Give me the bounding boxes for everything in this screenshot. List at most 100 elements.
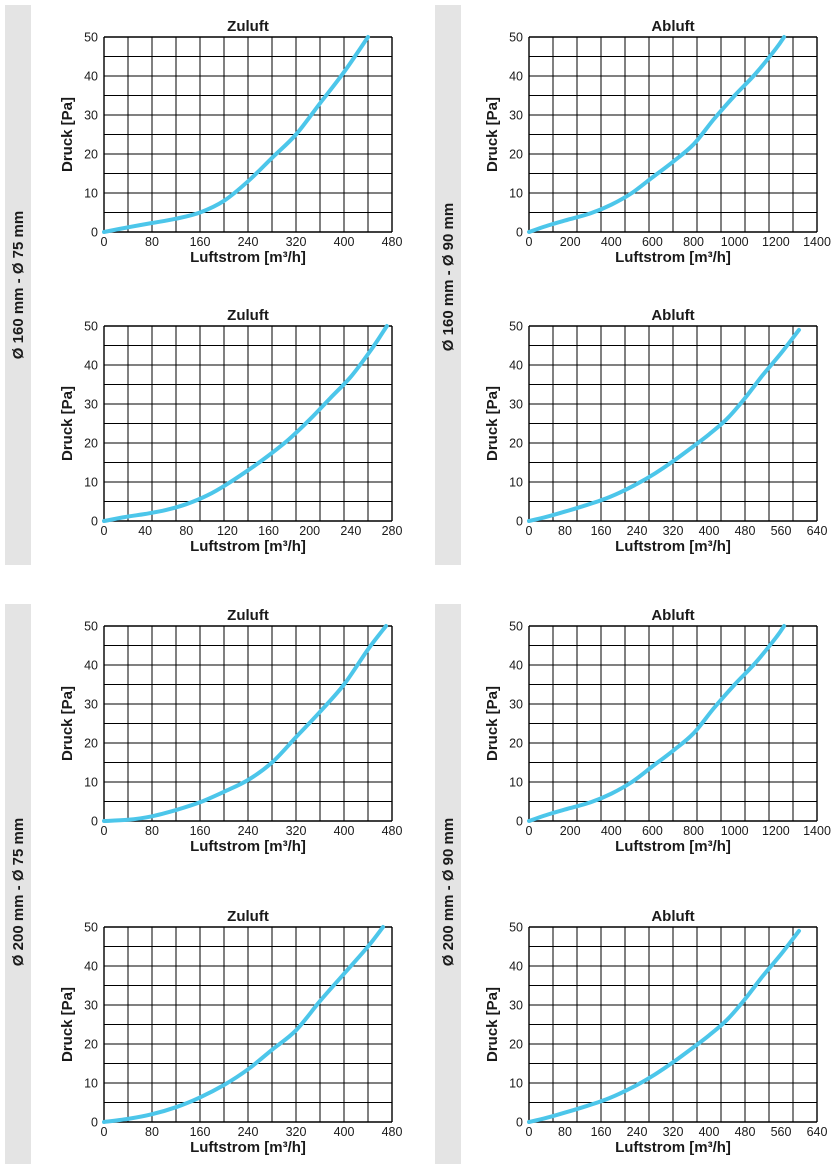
chart-4-xtick-label: 560	[771, 524, 792, 538]
chart-8-ytick-label: 30	[509, 999, 523, 1013]
chart-3-xtick-label: 80	[179, 524, 193, 538]
chart-5-ytick-label: 20	[84, 737, 98, 751]
chart-5-xtick-label: 160	[190, 824, 211, 838]
sidebar-left-bottom-svg: Ø 200 mm - Ø 75 mm	[10, 818, 27, 966]
chart-2-xtick-label: 600	[642, 235, 663, 249]
chart-6-xtick-label: 600	[642, 824, 663, 838]
chart-6-xtick-label: 200	[560, 824, 581, 838]
chart-6-ytick-label: 40	[509, 659, 523, 673]
chart-5-xtick-label: 400	[334, 824, 355, 838]
chart-1-xtick-label: 400	[334, 235, 355, 249]
chart-8-ytick-label: 40	[509, 960, 523, 974]
chart-4-xtick-label: 640	[807, 524, 828, 538]
chart-7-xtick-label: 160	[190, 1125, 211, 1139]
chart-5-series-line	[102, 624, 388, 823]
chart-4-xtick-label: 160	[591, 524, 612, 538]
chart-4-xlabel: Luftstrom [m³/h]	[615, 538, 731, 555]
chart-4-ylabel: Druck [Pa]	[484, 386, 501, 461]
chart-8-xtick-label: 640	[807, 1125, 828, 1139]
chart-2-ytick-label: 10	[509, 187, 523, 201]
chart-2-ylabel: Druck [Pa]	[484, 97, 501, 172]
chart-3-title: Zuluft	[227, 307, 269, 324]
chart-6-xtick-label: 800	[683, 824, 704, 838]
chart-6-ytick-label: 10	[509, 776, 523, 790]
chart-2-ytick-label: 20	[509, 148, 523, 162]
sidebar-right-top-svg: Ø 160 mm - Ø 90 mm	[440, 203, 457, 351]
chart-4-ytick-label: 40	[509, 359, 523, 373]
chart-7-xtick-label: 320	[286, 1125, 307, 1139]
chart-2-xtick-label: 1000	[721, 235, 749, 249]
chart-8-ytick-label: 50	[509, 921, 523, 935]
chart-6-xtick-label: 400	[601, 824, 622, 838]
chart-7-ytick-label: 10	[84, 1077, 98, 1091]
chart-7-xlabel: Luftstrom [m³/h]	[190, 1139, 306, 1156]
chart-2-title: Abluft	[651, 18, 694, 35]
chart-8-series-line	[527, 928, 801, 1124]
chart-8-xtick-label: 0	[526, 1125, 533, 1139]
chart-4-series-line	[527, 327, 801, 523]
chart-5-ytick-label: 0	[91, 815, 98, 829]
chart-7-ytick-label: 30	[84, 999, 98, 1013]
chart-3-xtick-label: 40	[138, 524, 152, 538]
chart-7-ylabel: Druck [Pa]	[59, 987, 76, 1062]
chart-4-title: Abluft	[651, 307, 694, 324]
chart-8-ylabel: Druck [Pa]	[484, 987, 501, 1062]
sidebar-left-bottom: Ø 200 mm - Ø 75 mm	[5, 604, 31, 1164]
chart-3-xtick-label: 280	[382, 524, 403, 538]
chart-8-ytick-label: 20	[509, 1038, 523, 1052]
chart-2-xtick-label: 800	[683, 235, 704, 249]
chart-2-xtick-label: 400	[601, 235, 622, 249]
chart-2-ytick-label: 0	[516, 226, 523, 240]
chart-3-ylabel: Druck [Pa]	[59, 386, 76, 461]
chart-3-xtick-label: 0	[101, 524, 108, 538]
chart-6-xtick-label: 1000	[721, 824, 749, 838]
chart-4-xtick-label: 240	[627, 524, 648, 538]
chart-1-xtick-label: 80	[145, 235, 159, 249]
chart-1-ytick-label: 40	[84, 70, 98, 84]
chart-3-xlabel: Luftstrom [m³/h]	[190, 538, 306, 555]
chart-8-xtick-label: 320	[663, 1125, 684, 1139]
chart-8-ytick-label: 0	[516, 1116, 523, 1130]
chart-1-xlabel: Luftstrom [m³/h]	[190, 249, 306, 266]
side-label-3: Ø 200 mm - Ø 75 mm	[10, 818, 27, 966]
chart-5-xtick-label: 0	[101, 824, 108, 838]
chart-7-series-line	[102, 925, 385, 1124]
chart-3-ytick-label: 30	[84, 398, 98, 412]
chart-2-ytick-label: 50	[509, 31, 523, 45]
chart-3-ytick-label: 0	[91, 515, 98, 529]
chart-3-ytick-label: 10	[84, 476, 98, 490]
chart-3-xtick-label: 160	[258, 524, 279, 538]
chart-2-xlabel: Luftstrom [m³/h]	[615, 249, 731, 266]
chart-7-xtick-label: 80	[145, 1125, 159, 1139]
chart-1-ytick-label: 20	[84, 148, 98, 162]
chart-2-xtick-label: 200	[560, 235, 581, 249]
chart-1-xtick-label: 0	[101, 235, 108, 249]
chart-7-ytick-label: 0	[91, 1116, 98, 1130]
sidebar-right-top: Ø 160 mm - Ø 90 mm	[435, 5, 461, 565]
chart-6-ytick-label: 50	[509, 620, 523, 634]
chart-1-xtick-label: 480	[382, 235, 403, 249]
side-label-4: Ø 200 mm - Ø 90 mm	[440, 818, 457, 966]
side-label-2: Ø 160 mm - Ø 90 mm	[440, 203, 457, 351]
chart-4-xtick-label: 80	[558, 524, 572, 538]
chart-1-series-line	[102, 35, 370, 234]
chart-4-xtick-label: 0	[526, 524, 533, 538]
chart-2-xtick-label: 1400	[803, 235, 831, 249]
chart-8-xtick-label: 160	[591, 1125, 612, 1139]
chart-5-xtick-label: 80	[145, 824, 159, 838]
chart-8-xtick-label: 560	[771, 1125, 792, 1139]
chart-7-xtick-label: 400	[334, 1125, 355, 1139]
chart-7-ytick-label: 40	[84, 960, 98, 974]
chart-1-xtick-label: 160	[190, 235, 211, 249]
chart-6-series-line	[527, 624, 787, 823]
chart-8-xtick-label: 400	[699, 1125, 720, 1139]
chart-1-ytick-label: 10	[84, 187, 98, 201]
chart-1-xtick-label: 240	[238, 235, 259, 249]
sidebar-right-bottom-svg: Ø 200 mm - Ø 90 mm	[440, 818, 457, 966]
side-label-1: Ø 160 mm - Ø 75 mm	[10, 211, 27, 359]
chart-4-xtick-label: 480	[735, 524, 756, 538]
chart-4-xtick-label: 320	[663, 524, 684, 538]
chart-2-xtick-label: 1200	[762, 235, 790, 249]
chart-2-ytick-label: 40	[509, 70, 523, 84]
